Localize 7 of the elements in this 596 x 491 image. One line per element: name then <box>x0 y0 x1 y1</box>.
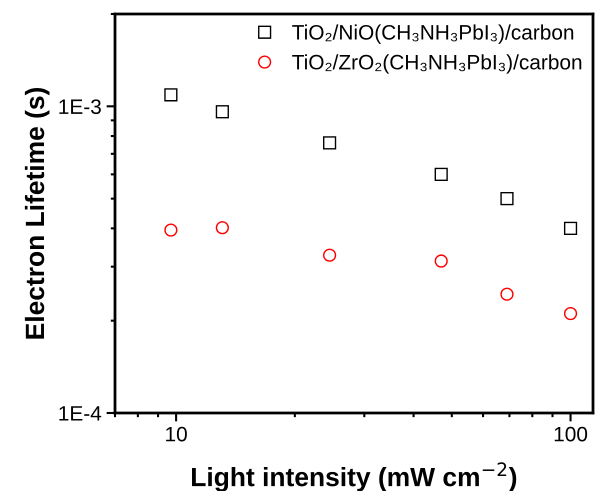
y-tick-label: 1E-4 <box>59 406 102 421</box>
x-tick-label: 10 <box>166 426 187 442</box>
legend-label: TiO₂/NiO(CH₃NH₃PbI₃)/carbon <box>292 24 574 44</box>
y-axis-title: Electron Lifetime (s) <box>24 88 50 339</box>
y-tick-label: 1E-3 <box>59 99 101 114</box>
x-tick-label: 100 <box>554 426 588 442</box>
legend-label: TiO₂/ZrO₂(CH₃NH₃PbI₃)/carbon <box>292 54 582 74</box>
